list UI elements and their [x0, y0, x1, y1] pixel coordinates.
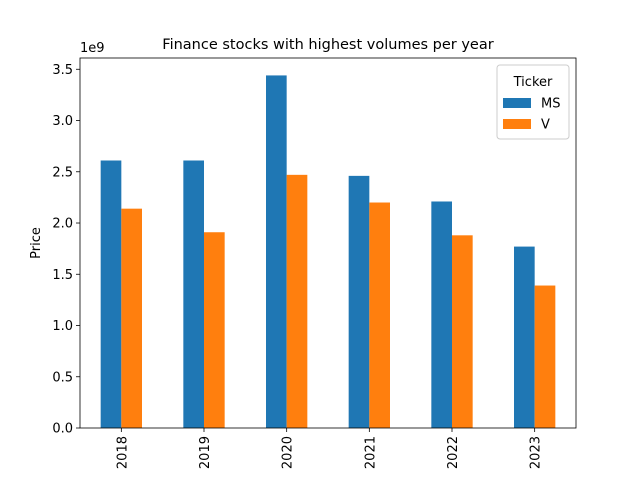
- x-tick-label: 2023: [529, 436, 544, 469]
- bar: [266, 75, 287, 428]
- y-tick-label: 1.0: [52, 319, 73, 334]
- chart-title: Finance stocks with highest volumes per …: [162, 37, 493, 53]
- bar: [431, 201, 452, 428]
- legend-title: Ticker: [513, 75, 553, 90]
- bar: [534, 285, 556, 428]
- y-axis-label: Price: [29, 227, 44, 259]
- y-tick-label: 2.5: [52, 165, 73, 180]
- bar: [369, 202, 390, 428]
- x-tick-label: 2018: [115, 436, 130, 469]
- bar: [286, 174, 308, 428]
- bar: [452, 235, 473, 428]
- bar: [100, 160, 122, 428]
- y-offset-label: 1e9: [80, 41, 105, 56]
- legend-label: MS: [541, 97, 560, 112]
- y-tick-label: 3.0: [52, 114, 73, 129]
- bar: [514, 246, 535, 428]
- y-tick-label: 2.0: [52, 217, 73, 232]
- x-tick-label: 2021: [363, 436, 378, 469]
- y-tick-label: 3.5: [52, 63, 73, 78]
- legend-swatch: [503, 98, 531, 108]
- y-tick-label: 0.5: [52, 370, 73, 385]
- bar: [183, 160, 204, 428]
- y-tick-label: 0.0: [52, 422, 73, 437]
- plot-frame: [79, 57, 577, 429]
- bar: [121, 208, 142, 428]
- y-tick-label: 1.5: [52, 268, 73, 283]
- legend-label: V: [541, 118, 550, 133]
- x-tick-label: 2022: [446, 436, 461, 469]
- x-tick-label: 2020: [281, 436, 296, 469]
- x-tick-label: 2019: [198, 436, 213, 469]
- bar: [204, 232, 225, 428]
- legend-swatch: [503, 119, 531, 129]
- bar: [348, 175, 370, 428]
